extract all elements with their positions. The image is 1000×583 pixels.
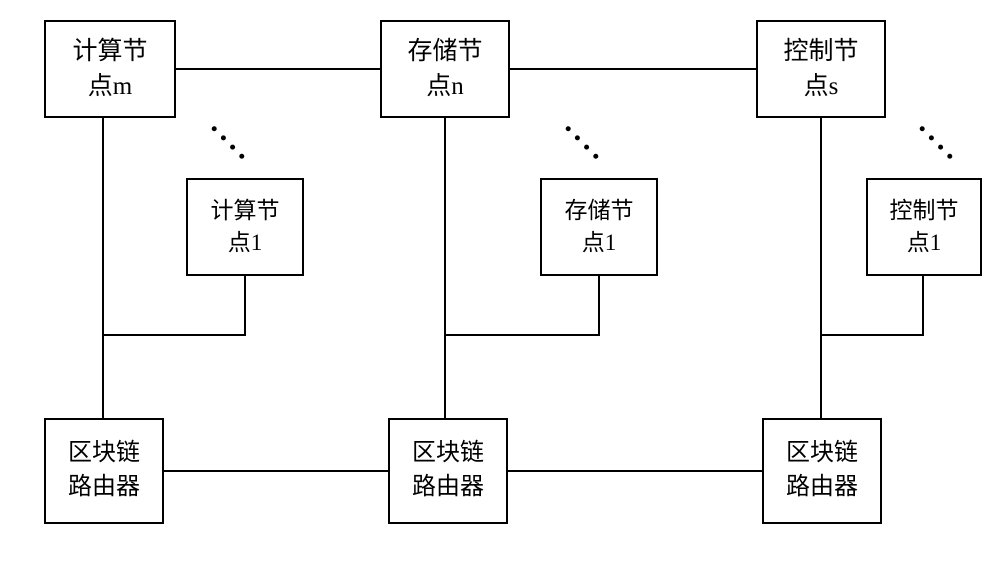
ellipsis-dots — [919, 125, 954, 160]
edge — [508, 470, 762, 472]
node-control-1: 控制节点1 — [866, 178, 982, 276]
edge — [444, 118, 446, 418]
edge — [510, 68, 756, 70]
edge — [102, 118, 104, 418]
node-label: 控制节点s — [783, 34, 858, 104]
node-storage-1: 存储节点1 — [540, 178, 658, 276]
edge — [820, 118, 822, 418]
node-label: 区块链路由器 — [68, 437, 140, 504]
edge — [820, 334, 924, 336]
node-router-2: 区块链路由器 — [388, 418, 508, 524]
node-router-3: 区块链路由器 — [762, 418, 882, 524]
node-compute-m: 计算节点m — [44, 20, 176, 118]
node-label: 存储节点n — [407, 34, 482, 104]
edge — [444, 334, 600, 336]
node-control-s: 控制节点s — [756, 20, 886, 118]
node-label: 控制节点1 — [890, 195, 959, 259]
node-label: 计算节点m — [72, 34, 147, 104]
node-storage-n: 存储节点n — [380, 20, 510, 118]
node-label: 区块链路由器 — [412, 437, 484, 504]
node-label: 计算节点1 — [211, 195, 280, 259]
edge — [176, 68, 380, 70]
edge — [598, 276, 600, 336]
node-compute-1: 计算节点1 — [186, 178, 304, 276]
edge — [244, 276, 246, 336]
node-router-1: 区块链路由器 — [44, 418, 164, 524]
node-label: 存储节点1 — [565, 195, 634, 259]
ellipsis-dots — [211, 125, 246, 160]
ellipsis-dots — [565, 125, 600, 160]
edge — [164, 470, 388, 472]
edge — [102, 334, 246, 336]
node-label: 区块链路由器 — [786, 437, 858, 504]
edge — [922, 276, 924, 336]
